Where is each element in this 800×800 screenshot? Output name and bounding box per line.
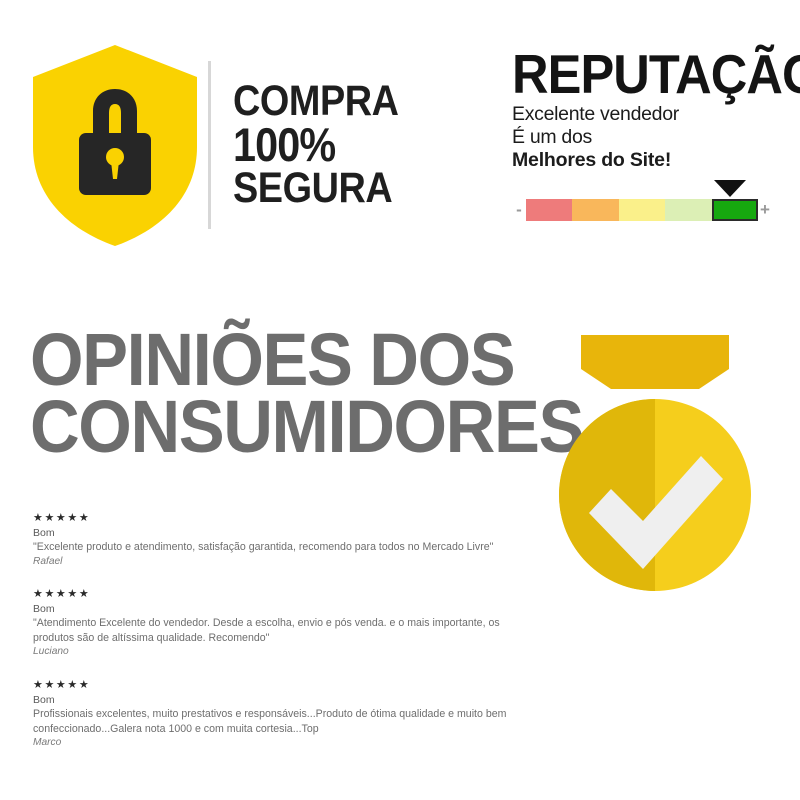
reputation-pointer-row — [512, 176, 772, 198]
compra-segura-text: COMPRA 100% SEGURA — [233, 76, 399, 212]
medal-check-icon — [533, 323, 783, 593]
review-verdict: Bom — [33, 693, 55, 706]
reputation-line-1: Excelente vendedor — [512, 102, 679, 125]
reputation-title: REPUTAÇÃO — [512, 43, 800, 105]
scale-minus-label: - — [516, 200, 522, 220]
page-title-line-1: OPINIÕES DOS — [30, 318, 516, 401]
reputation-block: REPUTAÇÃO Excelente vendedor É um dos Me… — [512, 43, 800, 222]
rating-stars: ★★★★★ — [33, 588, 91, 601]
scale-segment-light-green — [665, 198, 712, 221]
page-title: OPINIÕES DOS CONSUMIDORES — [30, 318, 584, 468]
review-author: Marco — [33, 737, 62, 749]
scale-segment-yellow — [618, 198, 666, 221]
review-text: "Atendimento Excelente do vendedor. Desd… — [33, 617, 500, 644]
compra-line-3: SEGURA — [233, 163, 393, 212]
scale-segment-red — [526, 198, 573, 221]
rating-stars: ★★★★★ — [33, 512, 91, 524]
shield-lock-icon — [30, 40, 200, 250]
reputation-line-2: É um dos — [512, 125, 592, 148]
review-verdict: Bom — [33, 603, 55, 616]
review-author: Rafael — [33, 555, 63, 567]
review-verdict: Bom — [33, 527, 55, 539]
scale-segment-orange — [572, 198, 619, 221]
reputation-line-3: Melhores do Site! — [512, 148, 672, 171]
reputation-scale: - + — [512, 198, 772, 222]
review-text: Profissionais excelentes, muito prestati… — [33, 707, 507, 735]
scale-segment-green — [711, 198, 759, 221]
triangle-down-icon — [714, 179, 746, 197]
review-author: Luciano — [33, 646, 69, 658]
reviews-list: ★★★★★ Bom "Excelente produto e atendimen… — [33, 512, 553, 769]
reputation-scale-bar — [526, 198, 759, 221]
review-item: ★★★★★ Bom "Atendimento Excelente do vend… — [33, 588, 553, 660]
compra-line-2: 100% — [233, 118, 336, 172]
review-item: ★★★★★ Bom "Excelente produto e atendimen… — [33, 512, 553, 569]
badge-divider — [208, 61, 211, 229]
review-text: "Excelente produto e atendimento, satisf… — [33, 541, 494, 554]
rating-stars: ★★★★★ — [33, 678, 91, 691]
page-title-line-2: CONSUMIDORES — [30, 384, 584, 468]
scale-plus-label: + — [760, 200, 770, 220]
trust-badge: COMPRA 100% SEGURA — [30, 40, 400, 250]
review-item: ★★★★★ Bom Profissionais excelentes, muit… — [33, 679, 553, 751]
compra-line-1: COMPRA — [233, 76, 399, 125]
